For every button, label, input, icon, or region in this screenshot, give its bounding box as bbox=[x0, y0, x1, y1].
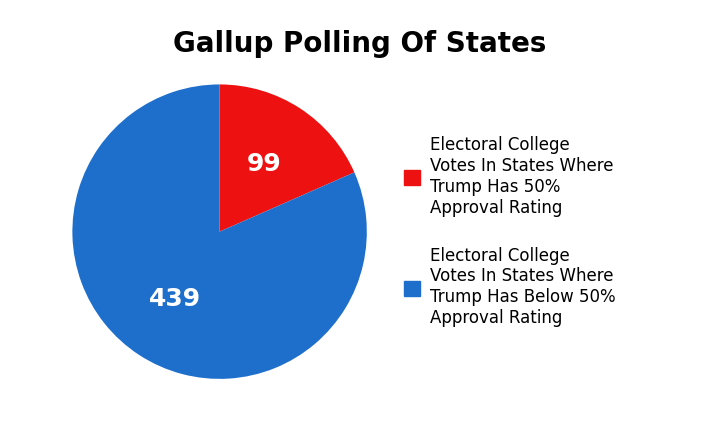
Text: 99: 99 bbox=[246, 152, 282, 176]
Legend: Electoral College
Votes In States Where
Trump Has 50%
Approval Rating, Electoral: Electoral College Votes In States Where … bbox=[404, 136, 616, 327]
Text: Gallup Polling Of States: Gallup Polling Of States bbox=[174, 30, 546, 58]
Text: 439: 439 bbox=[149, 288, 202, 311]
Wedge shape bbox=[73, 84, 366, 379]
Wedge shape bbox=[220, 84, 354, 232]
